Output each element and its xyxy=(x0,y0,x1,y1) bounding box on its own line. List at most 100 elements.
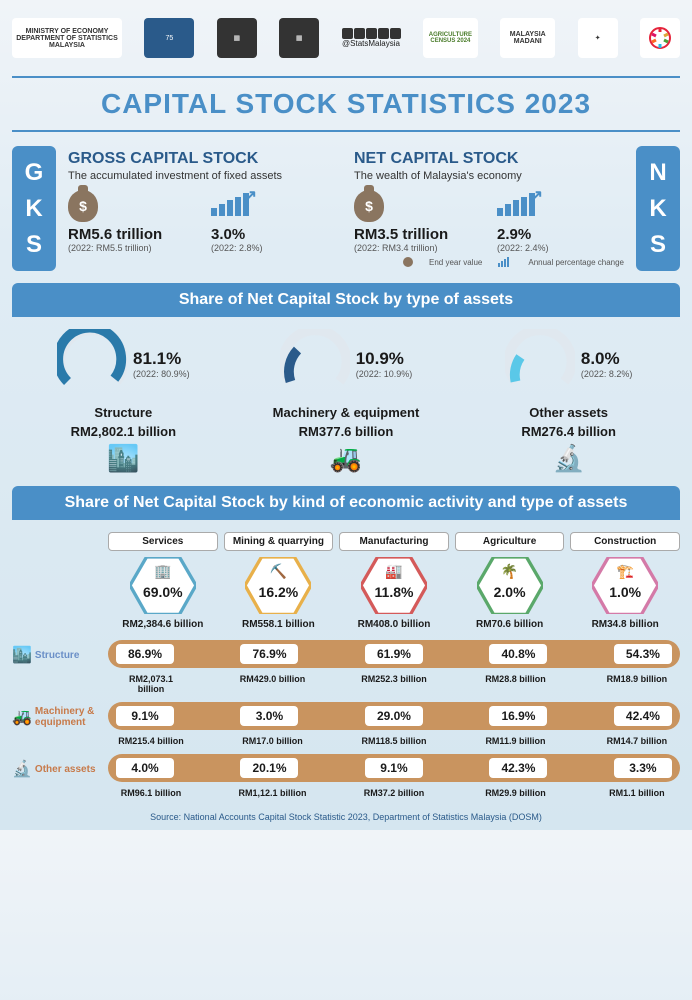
act-val-services: RM2,384.6 billion xyxy=(108,619,218,630)
cell-structure-0: 86.9% xyxy=(116,644,174,664)
asset-machinery-prev: (2022: 10.9%) xyxy=(356,369,413,379)
asset-other: 8.0% (2022: 8.2%) Other assets RM276.4 b… xyxy=(465,329,672,474)
nks-value: RM3.5 trillion xyxy=(354,226,481,243)
hex-services-pct: 69.0% xyxy=(143,584,183,600)
social-handle: @StatsMalaysia xyxy=(342,39,401,48)
hex-mining: ⛏️ 16.2% xyxy=(245,557,311,615)
activity-grid: Services 🏢 69.0% RM2,384.6 billion Minin… xyxy=(12,532,680,802)
facebook-icon xyxy=(354,28,365,39)
cell-machinery-4: 42.4% xyxy=(614,706,672,726)
row-other-text: Other assets xyxy=(35,764,96,775)
asset-other-pct: 8.0% xyxy=(581,349,633,369)
act-val-construction: RM34.8 billion xyxy=(570,619,680,630)
qr-code-1: ▦ xyxy=(217,18,257,58)
val-machinery-3: RM11.9 billion xyxy=(480,736,550,746)
asset-other-val: RM276.4 billion xyxy=(465,424,672,439)
nks-title: NET CAPITAL STOCK xyxy=(354,150,624,168)
val-structure-1: RM429.0 billion xyxy=(237,674,307,694)
building-icon: 🏙️ xyxy=(12,645,32,665)
cell-machinery-3: 16.9% xyxy=(489,706,547,726)
val-machinery-1: RM17.0 billion xyxy=(237,736,307,746)
val-machinery-4: RM14.7 billion xyxy=(602,736,672,746)
row-structure-label: 🏙️ Structure xyxy=(12,645,102,665)
act-val-manufacturing: RM408.0 billion xyxy=(339,619,449,630)
tractor-icon: 🚜 xyxy=(12,707,32,727)
asset-structure: 81.1% (2022: 80.9%) Structure RM2,802.1 … xyxy=(20,329,227,474)
asset-other-prev: (2022: 8.2%) xyxy=(581,369,633,379)
construction-icon: 🏗️ xyxy=(616,563,633,580)
act-label-construction: Construction xyxy=(570,532,680,551)
gauge-other xyxy=(505,329,575,399)
building-icon: 🏙️ xyxy=(20,443,227,474)
val-structure-2: RM252.3 billion xyxy=(359,674,429,694)
x-icon xyxy=(366,28,377,39)
census-logo: AGRICULTURE CENSUS 2024 xyxy=(423,18,478,58)
gks-subtitle: The accumulated investment of fixed asse… xyxy=(68,170,338,182)
act-val-mining: RM558.1 billion xyxy=(224,619,334,630)
act-label-manufacturing: Manufacturing xyxy=(339,532,449,551)
gauge-machinery xyxy=(280,329,350,399)
asset-section-title: Share of Net Capital Stock by type of as… xyxy=(12,283,680,317)
hex-construction: 🏗️ 1.0% xyxy=(592,557,658,615)
anniversary-logo: 75 xyxy=(144,18,194,58)
cell-machinery-0: 9.1% xyxy=(116,706,174,726)
val-structure-4: RM18.9 billion xyxy=(602,674,672,694)
services-icon: 🏢 xyxy=(154,563,171,580)
growth-chart-icon: ↗ xyxy=(497,190,539,222)
activity-section: Share of Net Capital Stock by kind of ec… xyxy=(12,486,680,802)
hex-agriculture: 🌴 2.0% xyxy=(477,557,543,615)
asset-structure-val: RM2,802.1 billion xyxy=(20,424,227,439)
source-text: Source: National Accounts Capital Stock … xyxy=(12,812,680,822)
asset-types: 81.1% (2022: 80.9%) Structure RM2,802.1 … xyxy=(12,329,680,474)
val-other-3: RM29.9 billion xyxy=(480,788,550,798)
act-head-services: Services 🏢 69.0% RM2,384.6 billion xyxy=(108,532,218,636)
social-icons xyxy=(342,28,401,39)
microscope-icon: 🔬 xyxy=(12,759,32,779)
nks-value-item: $ RM3.5 trillion (2022: RM3.4 trillion) xyxy=(354,190,481,253)
gks-side-label: GKS xyxy=(12,146,56,271)
mini-bag-icon xyxy=(403,257,413,267)
hex-agriculture-pct: 2.0% xyxy=(494,584,526,600)
val-other-2: RM37.2 billion xyxy=(359,788,429,798)
asset-machinery-pct: 10.9% xyxy=(356,349,413,369)
instagram-icon xyxy=(378,28,389,39)
mining-icon: ⛏️ xyxy=(270,563,287,580)
main-title: CAPITAL STOCK STATISTICS 2023 xyxy=(12,76,680,132)
val-structure-3: RM28.8 billion xyxy=(480,674,550,694)
row-other-label: 🔬 Other assets xyxy=(12,759,102,779)
row-machinery-label: 🚜 Machinery & equipment xyxy=(12,706,102,728)
cell-machinery-1: 3.0% xyxy=(240,706,298,726)
gks-growth: 3.0% xyxy=(211,226,338,243)
act-label-services: Services xyxy=(108,532,218,551)
row-machinery-text: Machinery & equipment xyxy=(35,706,102,728)
activity-section-title: Share of Net Capital Stock by kind of ec… xyxy=(12,486,680,520)
gks-value-prev: (2022: RM5.5 trillion) xyxy=(68,243,195,253)
row-other-vals: RM96.1 billion RM1,12.1 billion RM37.2 b… xyxy=(108,788,680,798)
tractor-icon: 🚜 xyxy=(242,443,449,474)
money-bag-icon: $ xyxy=(68,190,98,222)
hex-mining-pct: 16.2% xyxy=(259,584,299,600)
act-head-manufacturing: Manufacturing 🏭 11.8% RM408.0 billion xyxy=(339,532,449,636)
microscope-icon: 🔬 xyxy=(465,443,672,474)
row-machinery-bar: 9.1% 3.0% 29.0% 16.9% 42.4% xyxy=(108,702,680,730)
val-structure-0: RM2,073.1 billion xyxy=(116,674,186,694)
cell-structure-4: 54.3% xyxy=(614,644,672,664)
gauge-structure xyxy=(57,329,127,399)
header-logos: MINISTRY OF ECONOMY DEPARTMENT OF STATIS… xyxy=(12,8,680,68)
top-stats: GKS GROSS CAPITAL STOCK The accumulated … xyxy=(12,146,680,271)
asset-machinery-val: RM377.6 billion xyxy=(242,424,449,439)
gks-block: GROSS CAPITAL STOCK The accumulated inve… xyxy=(64,146,342,271)
agriculture-icon: 🌴 xyxy=(501,563,518,580)
hex-manufacturing-pct: 11.8% xyxy=(375,584,414,600)
val-other-1: RM1,12.1 billion xyxy=(237,788,307,798)
qr-code-2: ▦ xyxy=(279,18,319,58)
asset-structure-prev: (2022: 80.9%) xyxy=(133,369,190,379)
cell-other-4: 3.3% xyxy=(614,758,672,778)
dosm-75-logo: ✦ xyxy=(578,18,618,58)
row-structure-vals: RM2,073.1 billion RM429.0 billion RM252.… xyxy=(108,674,680,694)
hex-manufacturing: 🏭 11.8% xyxy=(361,557,427,615)
nks-growth: 2.9% xyxy=(497,226,624,243)
row-structure-text: Structure xyxy=(35,650,79,661)
growth-chart-icon: ↗ xyxy=(211,190,253,222)
row-other-bar: 4.0% 20.1% 9.1% 42.3% 3.3% xyxy=(108,754,680,782)
